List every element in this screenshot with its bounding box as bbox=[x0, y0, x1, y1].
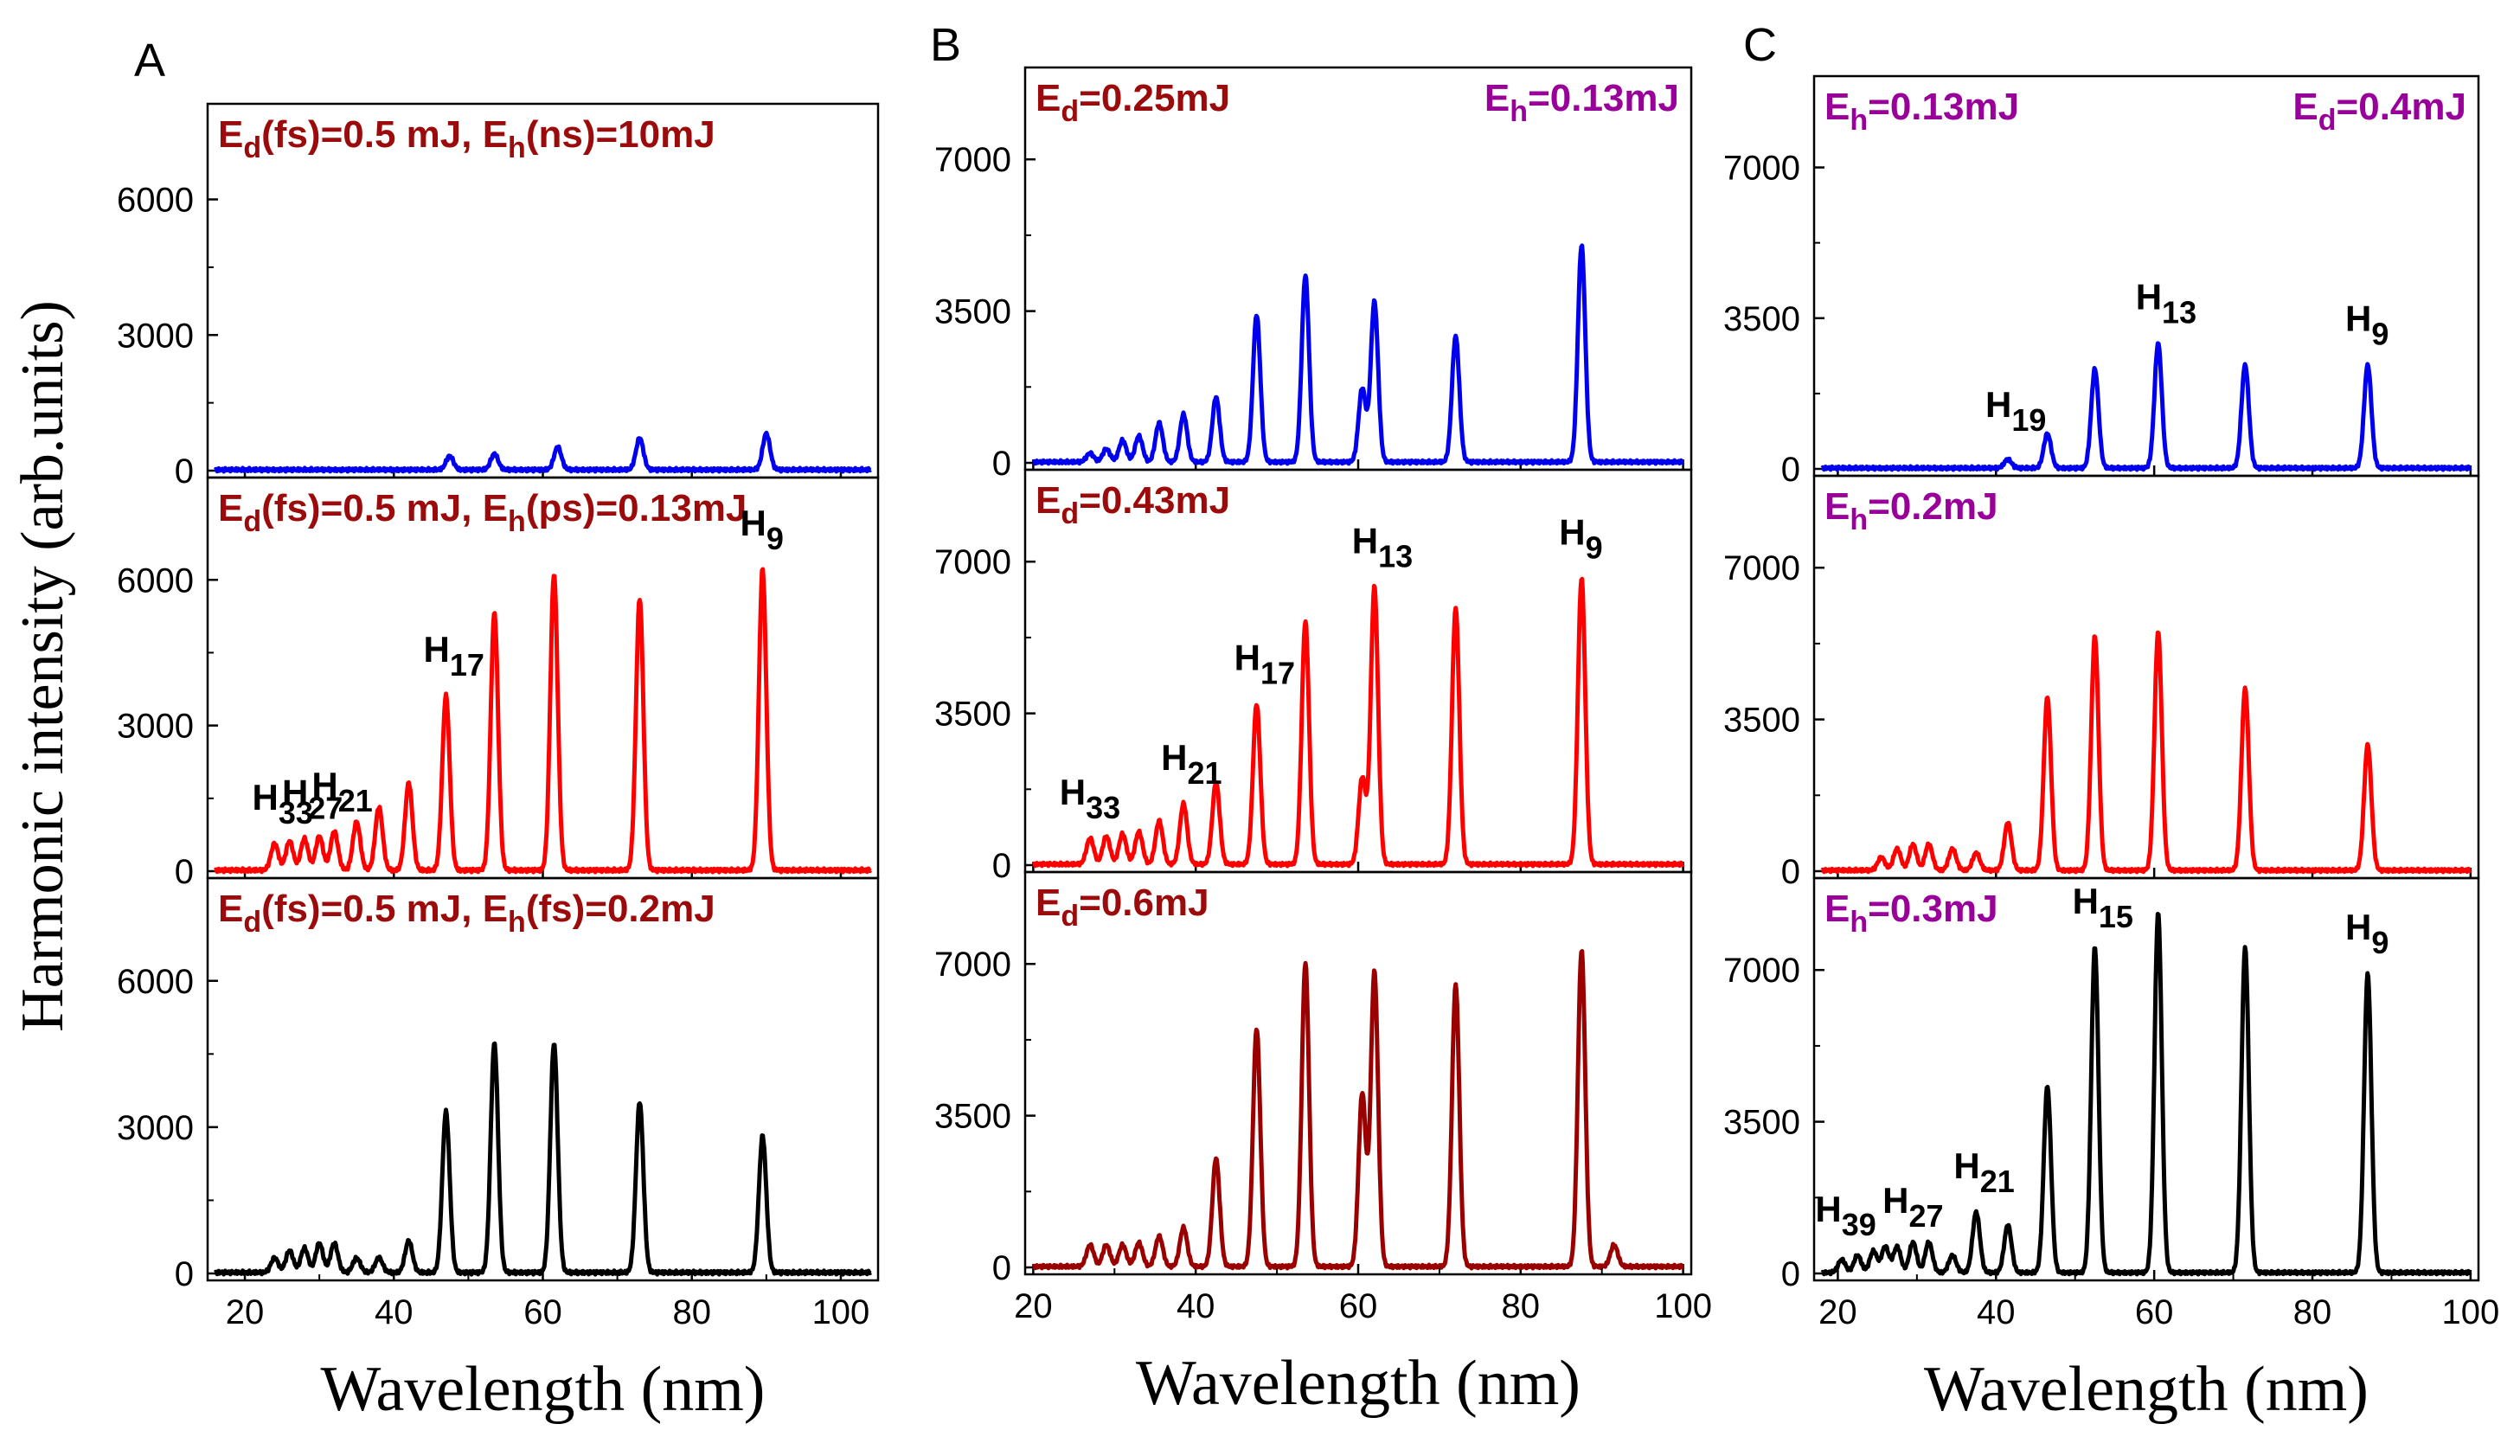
harmonic-label: H9 bbox=[2345, 907, 2389, 960]
y-tick-label: 0 bbox=[175, 853, 194, 891]
x-axis-label-B: Wavelength (nm) bbox=[1136, 1348, 1581, 1419]
y-tick-label: 7000 bbox=[1723, 150, 1800, 188]
spectrum-line-B-0 bbox=[1031, 243, 1685, 466]
y-tick-label: 7000 bbox=[934, 141, 1011, 179]
x-tick-label: 80 bbox=[2293, 1293, 2332, 1331]
y-tick-label: 0 bbox=[1781, 451, 1800, 489]
y-tick-label: 7000 bbox=[1723, 549, 1800, 587]
x-axis-label-A: Wavelength (nm) bbox=[321, 1354, 766, 1425]
y-tick-label: 7000 bbox=[934, 946, 1011, 984]
x-tick-label: 80 bbox=[672, 1293, 711, 1331]
harmonic-label: H21 bbox=[1953, 1145, 2014, 1199]
x-tick-label: 60 bbox=[523, 1293, 562, 1331]
y-tick-label: 6000 bbox=[117, 561, 194, 600]
subplot-label-A-2-0: Ed​(fs)=0.5 mJ, Eh​(fs)=0.2mJ bbox=[218, 888, 715, 939]
harmonic-label: H27 bbox=[1882, 1180, 1943, 1234]
plot-frame-C-2 bbox=[1812, 876, 2480, 1282]
y-tick-label: 0 bbox=[992, 1249, 1011, 1287]
x-tick-label: 100 bbox=[812, 1293, 870, 1331]
subplot-label-B-0-1: Eh​=0.13mJ bbox=[1484, 77, 1679, 128]
spectrum-line-B-2 bbox=[1031, 949, 1685, 1271]
y-tick-label: 0 bbox=[175, 452, 194, 491]
harmonic-label: H9 bbox=[1559, 511, 1602, 565]
harmonic-label: H9 bbox=[2345, 298, 2389, 352]
y-tick-label: 0 bbox=[175, 1255, 194, 1293]
y-tick-label: 3000 bbox=[117, 708, 194, 746]
y-tick-label: 0 bbox=[992, 445, 1011, 483]
subplot-label-C-2-0: Eh​=0.3mJ bbox=[1824, 888, 1998, 939]
harmonic-label: H9 bbox=[741, 503, 784, 556]
y-tick-label: 3500 bbox=[934, 696, 1011, 734]
x-tick-label: 40 bbox=[375, 1293, 414, 1331]
y-tick-label: 3500 bbox=[1723, 1104, 1800, 1142]
x-tick-label: 20 bbox=[1014, 1287, 1053, 1325]
x-tick-label: 60 bbox=[2135, 1293, 2174, 1331]
x-tick-label: 40 bbox=[1177, 1287, 1215, 1325]
spectrum-line-A-0 bbox=[213, 430, 872, 474]
harmonic-label: H39 bbox=[1815, 1189, 1876, 1242]
harmonic-label: H15 bbox=[2073, 881, 2133, 934]
y-tick-label: 7000 bbox=[1723, 952, 1800, 990]
x-tick-label: 20 bbox=[1818, 1293, 1857, 1331]
subplot-label-C-1-0: Eh​=0.2mJ bbox=[1824, 485, 1998, 536]
subplot-label-A-0-0: Ed​(fs)=0.5 mJ, Eh​(ns)=10mJ bbox=[218, 113, 715, 164]
subplot-label-A-1-0: Ed​(fs)=0.5 mJ, Eh​(ps)=0.13mJ bbox=[218, 487, 747, 538]
panel-letter-B: B bbox=[930, 19, 961, 71]
y-tick-label: 0 bbox=[1781, 1255, 1800, 1293]
y-tick-label: 7000 bbox=[934, 543, 1011, 581]
y-tick-label: 0 bbox=[992, 847, 1011, 885]
spectrum-line-A-1 bbox=[213, 567, 873, 875]
harmonic-label: H27 bbox=[282, 773, 343, 826]
harmonic-label: H33 bbox=[1060, 772, 1120, 825]
plot-frame-A-0 bbox=[206, 102, 880, 479]
spectrum-line-B-1 bbox=[1031, 576, 1685, 869]
plot-frame-C-1 bbox=[1812, 474, 2480, 880]
y-tick-label: 6000 bbox=[117, 963, 194, 1001]
harmonic-label: H17 bbox=[1234, 638, 1295, 691]
x-tick-label: 20 bbox=[226, 1293, 265, 1331]
x-tick-label: 40 bbox=[1977, 1293, 2016, 1331]
subplot-label-C-0-0: Eh​=0.13mJ bbox=[1824, 86, 2019, 137]
harmonic-label: H21 bbox=[1161, 737, 1222, 791]
subplot-label-B-2-0: Ed​=0.6mJ bbox=[1036, 882, 1209, 933]
y-tick-label: 3000 bbox=[117, 1109, 194, 1147]
y-tick-label: 3500 bbox=[934, 293, 1011, 331]
x-tick-label: 80 bbox=[1502, 1287, 1541, 1325]
x-tick-label: 100 bbox=[1654, 1287, 1712, 1325]
subplot-label-C-0-1: Ed​=0.4mJ bbox=[2292, 86, 2466, 137]
panel-letter-A: A bbox=[134, 35, 165, 87]
y-tick-label: 3000 bbox=[117, 317, 194, 355]
harmonic-label: H21 bbox=[311, 765, 372, 818]
y-tick-label: 0 bbox=[1781, 853, 1800, 891]
x-tick-label: 100 bbox=[2441, 1293, 2499, 1331]
harmonic-label: H19 bbox=[1985, 384, 2046, 438]
y-tick-label: 3500 bbox=[934, 1098, 1011, 1136]
y-tick-label: 3500 bbox=[1723, 300, 1800, 338]
harmonic-label: H13 bbox=[2136, 277, 2196, 330]
y-axis-label: Harmonic intensity (arb.units) bbox=[10, 300, 76, 1032]
spectrum-line-A-2 bbox=[213, 1041, 873, 1277]
x-axis-label-C: Wavelength (nm) bbox=[1924, 1354, 2369, 1425]
plot-frame-A-2 bbox=[206, 876, 880, 1282]
subplot-label-B-0-0: Ed​=0.25mJ bbox=[1036, 77, 1230, 128]
harmonic-label: H13 bbox=[1352, 520, 1413, 574]
spectrum-line-C-0 bbox=[1820, 341, 2472, 472]
spectrum-line-C-1 bbox=[1820, 630, 2472, 875]
spectrum-line-C-2 bbox=[1820, 912, 2472, 1277]
x-tick-label: 60 bbox=[1339, 1287, 1378, 1325]
y-tick-label: 6000 bbox=[117, 182, 194, 220]
panel-letter-C: C bbox=[1743, 19, 1777, 71]
harmonic-label: H33 bbox=[253, 777, 313, 831]
harmonic-label: H17 bbox=[424, 629, 484, 683]
subplot-label-B-1-0: Ed​=0.43mJ bbox=[1036, 479, 1230, 530]
y-tick-label: 3500 bbox=[1723, 702, 1800, 740]
